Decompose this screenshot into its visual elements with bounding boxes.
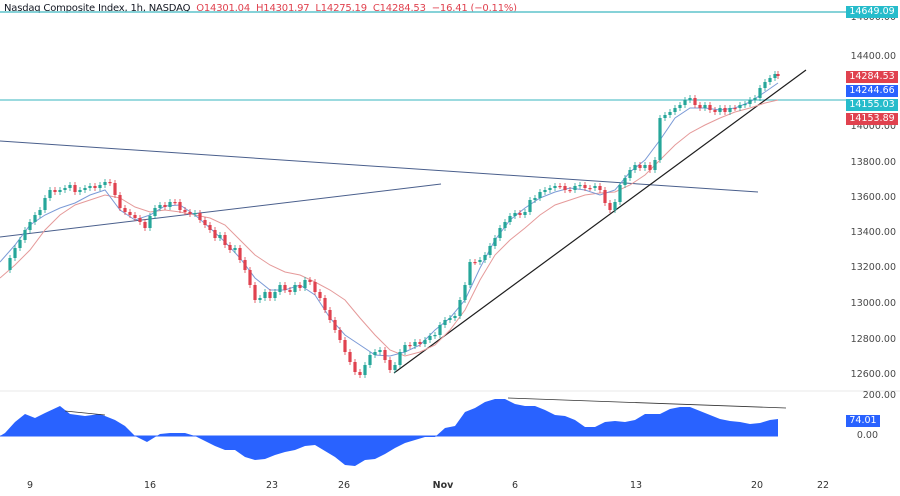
- time-label-month: Nov: [432, 480, 454, 491]
- time-label: 23: [265, 480, 279, 491]
- chart-legend: Nasdaq Composite Index, 1h, NASDAQ O1430…: [4, 3, 517, 14]
- oscillator-tick: 0.00: [856, 430, 878, 441]
- price-tick: 12800.00: [850, 334, 896, 345]
- time-label: 20: [750, 480, 764, 491]
- time-label: 9: [26, 480, 34, 491]
- price-tick: 13000.00: [850, 298, 896, 309]
- price-tick: 13600.00: [850, 192, 896, 203]
- time-label: 22: [816, 480, 830, 491]
- change-value: −16.41 (−0.11%): [431, 3, 517, 14]
- price-tag-resistance: 14649.09: [846, 6, 898, 18]
- price-tick: 13200.00: [850, 262, 896, 273]
- time-label: 26: [337, 480, 351, 491]
- price-tick: 13400.00: [850, 227, 896, 238]
- support-trendline[interactable]: [393, 69, 807, 374]
- candlestick-series: [8, 71, 780, 378]
- time-label: 6: [511, 480, 519, 491]
- oscillator-value-tag: 74.01: [846, 415, 880, 427]
- ascending-trendline[interactable]: [0, 183, 442, 238]
- price-tick: 14000.00: [850, 121, 896, 132]
- price-tag-slow-ma: 14153.89: [846, 113, 898, 125]
- close-value: C14284.53: [372, 3, 426, 14]
- low-value: L14275.19: [315, 3, 367, 14]
- time-label: 16: [143, 480, 157, 491]
- price-tick: 13800.00: [850, 157, 896, 168]
- symbol-title: Nasdaq Composite Index, 1h, NASDAQ: [4, 3, 191, 14]
- oscillator-tick: 200.00: [862, 390, 896, 401]
- open-value: O14301.04: [196, 3, 251, 14]
- high-value: H14301.97: [255, 3, 310, 14]
- oscillator-divergence-line-right[interactable]: [507, 397, 787, 409]
- oscillator-divergence-line-left[interactable]: [64, 410, 106, 416]
- time-label: 13: [629, 480, 643, 491]
- price-tick: 14400.00: [850, 51, 896, 62]
- price-tick: 12600.00: [850, 369, 896, 380]
- oscillator-area: [0, 399, 778, 466]
- price-tag-support-level: 14155.03: [846, 99, 898, 111]
- price-tag-last: 14284.53: [846, 71, 898, 83]
- price-tag-fast-ma: 14244.66: [846, 85, 898, 97]
